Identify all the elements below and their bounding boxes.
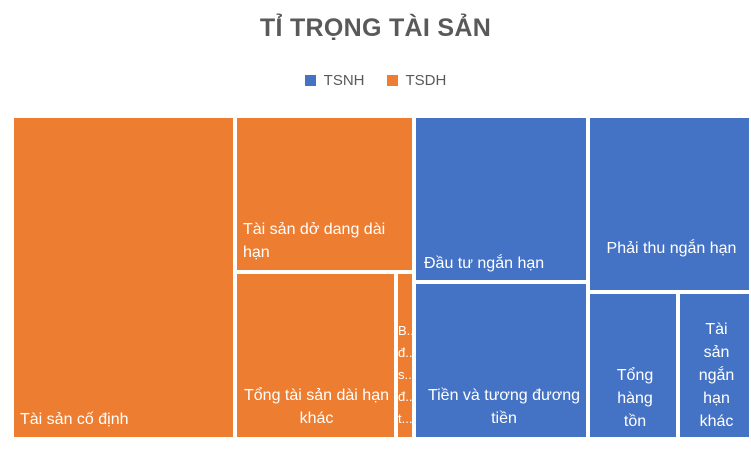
treemap-cell-tai-san-co-dinh[interactable]: Tài sản cố định	[12, 116, 235, 439]
treemap-cell-label: Đầu tư ngắn hạn	[424, 255, 545, 272]
treemap-cell-tai-san-ngan-han-khac[interactable]: Tài sản ngắn hạn khác	[678, 292, 751, 439]
treemap-cell-tien-va-tuong-duong-tien[interactable]: Tiền và tương đương tiền	[414, 282, 588, 439]
legend-swatch-tsnh	[304, 75, 316, 86]
treemap-cell-tong-hang-ton-kho[interactable]: Tổnghàngtồnkho	[588, 292, 678, 439]
legend-label-tsdh: TSDH	[405, 72, 447, 89]
treemap-cell-label: Tài sản dở dang dài hạn	[243, 221, 386, 261]
treemap-cell-label: Phải thu ngắn hạn	[606, 240, 737, 257]
treemap-cell-label: Tài sản ngắn hạn khác	[698, 321, 735, 430]
treemap-cell-phai-thu-ngan-han[interactable]: Phải thu ngắn hạn	[588, 116, 751, 292]
legend-item-tsnh[interactable]: TSNH	[304, 72, 365, 89]
legend-item-tsdh[interactable]: TSDH	[386, 72, 447, 89]
legend-label-tsnh: TSNH	[323, 72, 365, 89]
treemap-cell-label: Tổng tài sản dài hạn khác	[244, 387, 389, 427]
legend: TSNH TSDH	[0, 72, 751, 89]
treemap-cell-tong-tai-san-dai-han-khac[interactable]: Tổng tài sản dài hạn khác	[235, 272, 396, 439]
treemap-cell-dau-tu-ngan-han[interactable]: Đầu tư ngắn hạn	[414, 116, 588, 282]
treemap-cell-label: Tài sản cố định	[20, 411, 129, 428]
treemap-cell-b-d-s-d-t[interactable]: B...đ...s...đ...t...	[396, 272, 414, 439]
treemap-cell-label: Tiền và tương đương tiền	[427, 387, 581, 427]
treemap-cell-label: B...đ...s...đ...t...	[398, 323, 414, 426]
legend-swatch-tsdh	[386, 75, 398, 86]
treemap-cell-label: Tổnghàngtồnkho	[616, 367, 654, 437]
chart-title: TỈ TRỌNG TÀI SẢN	[259, 14, 492, 42]
treemap-cell-tai-san-do-dang-dai-han[interactable]: Tài sản dở dang dài hạn	[235, 116, 414, 272]
